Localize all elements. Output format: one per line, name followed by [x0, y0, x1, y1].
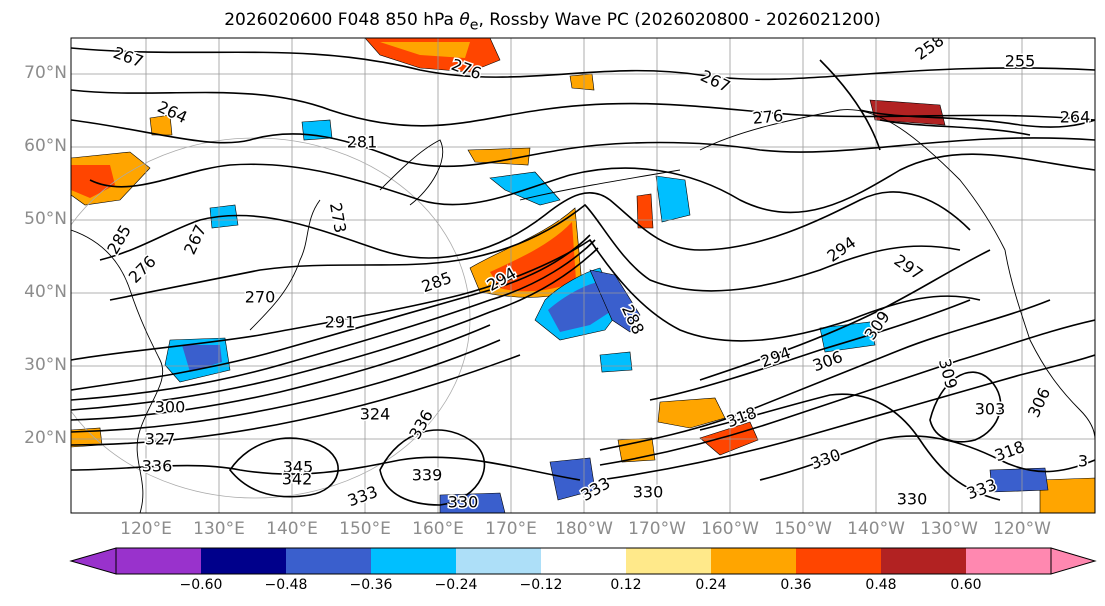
kamchatka-coastline	[379, 139, 444, 206]
contour-label: 327	[145, 430, 176, 449]
positive-anomaly-region	[490, 222, 576, 292]
colorbar-swatch	[796, 548, 881, 574]
negative-anomaly-region	[655, 175, 691, 223]
map-title: 2026020600 F048 850 hPa θe, Rossby Wave …	[224, 10, 881, 34]
lat-label-40n: 40°N	[24, 282, 67, 302]
lon-label-120e: 120°E	[120, 519, 172, 539]
colorbar-swatch	[626, 548, 711, 574]
colorbar-swatch	[456, 548, 541, 574]
contour-label: 330	[897, 490, 928, 509]
lon-label-120w: 120°W	[993, 519, 1051, 539]
lon-label-170w: 170°W	[628, 519, 686, 539]
lon-label-130e: 130°E	[193, 519, 245, 539]
negative-anomaly-region	[599, 351, 633, 373]
positive-anomaly-region	[149, 114, 173, 136]
colorbar-swatch	[286, 548, 371, 574]
contour-label: 300	[155, 398, 186, 417]
colorbar-tick-label: 0.48	[865, 577, 897, 593]
colorbar-swatch	[541, 548, 626, 574]
lat-label-70n: 70°N	[24, 63, 67, 83]
positive-anomaly-region	[380, 42, 470, 58]
colorbar-tick-label: −0.24	[434, 577, 478, 593]
theta-e-contours	[71, 47, 1095, 506]
colorbar-extend-high	[1050, 547, 1097, 575]
negative-anomaly-region	[489, 171, 561, 206]
colorbar-tick-label: 0.12	[610, 577, 642, 593]
contour-label: 330	[448, 493, 479, 512]
coastlines	[71, 109, 1095, 513]
lon-label-180w: 180°W	[555, 519, 613, 539]
japan-coastline	[249, 199, 321, 331]
contour-label: 281	[347, 133, 378, 152]
negative-anomaly-region	[439, 492, 506, 513]
contour-label: 270	[245, 288, 276, 307]
lon-label-150e: 150°E	[339, 519, 391, 539]
lon-label-160e: 160°E	[412, 519, 464, 539]
colorbar-swatch	[711, 548, 796, 574]
negative-anomaly-region	[182, 345, 222, 372]
colorbar-tick-label: −0.36	[349, 577, 393, 593]
contour-label: 255	[1005, 52, 1036, 71]
negative-anomaly-region	[589, 269, 641, 333]
contour-label: 303	[975, 400, 1006, 419]
colorbar-swatch	[371, 548, 456, 574]
lon-label-160w: 160°W	[701, 519, 759, 539]
contour-label: 264	[1060, 108, 1091, 127]
lat-label-20n: 20°N	[24, 428, 67, 448]
north-america-coastline	[1004, 249, 1095, 441]
lon-label-140w: 140°W	[847, 519, 905, 539]
colorbar-tick-label: 0.24	[695, 577, 727, 593]
colorbar-tick-label: 0.60	[950, 577, 982, 593]
colorbar-extend-low	[69, 547, 117, 575]
positive-anomaly-region	[636, 193, 654, 229]
colorbar-tick-label: −0.48	[264, 577, 308, 593]
positive-anomaly-region	[657, 397, 726, 429]
lon-label-150w: 150°W	[774, 519, 832, 539]
lon-label-140e: 140°E	[266, 519, 318, 539]
colorbar-tick-label: 0.36	[780, 577, 812, 593]
positive-anomaly-region	[699, 421, 759, 456]
lat-label-60n: 60°N	[24, 136, 67, 156]
colorbar-swatch	[201, 548, 286, 574]
lon-label-170e: 170°E	[485, 519, 537, 539]
colorbar	[69, 547, 1097, 575]
lon-label-130w: 130°W	[920, 519, 978, 539]
map-frame	[70, 37, 1096, 514]
theta-subscript: e	[469, 17, 479, 34]
colorbar-tick-label: −0.60	[179, 577, 223, 593]
alaska-coastline	[699, 109, 1006, 251]
theta-symbol: θ	[459, 10, 470, 30]
contour-label: 276	[752, 106, 784, 128]
contour-label: 330	[633, 483, 664, 502]
contour-label: 336	[142, 457, 173, 476]
lat-label-50n: 50°N	[24, 209, 67, 229]
positive-anomaly-region	[467, 147, 531, 166]
negative-anomaly-region	[989, 467, 1049, 493]
lat-label-30n: 30°N	[24, 355, 67, 375]
negative-anomaly-region	[819, 321, 876, 353]
asia-coastline	[71, 229, 164, 513]
colorbar-tick-label: −0.12	[519, 577, 563, 593]
positive-anomaly-region	[569, 73, 595, 91]
colorbar-swatch	[881, 548, 966, 574]
aleutians-coastline	[519, 169, 681, 201]
colorbar-swatch	[966, 548, 1051, 574]
contour-label: 345	[283, 458, 314, 477]
negative-anomaly-region	[548, 282, 610, 332]
contour-label: 324	[360, 405, 391, 424]
contour-label: 342	[282, 470, 313, 489]
colorbar-swatch	[116, 548, 201, 574]
contour-label: 3	[1078, 452, 1088, 471]
positive-anomaly-region	[1039, 477, 1095, 513]
contour-label: 339	[412, 466, 443, 485]
contour-label: 291	[325, 313, 356, 332]
